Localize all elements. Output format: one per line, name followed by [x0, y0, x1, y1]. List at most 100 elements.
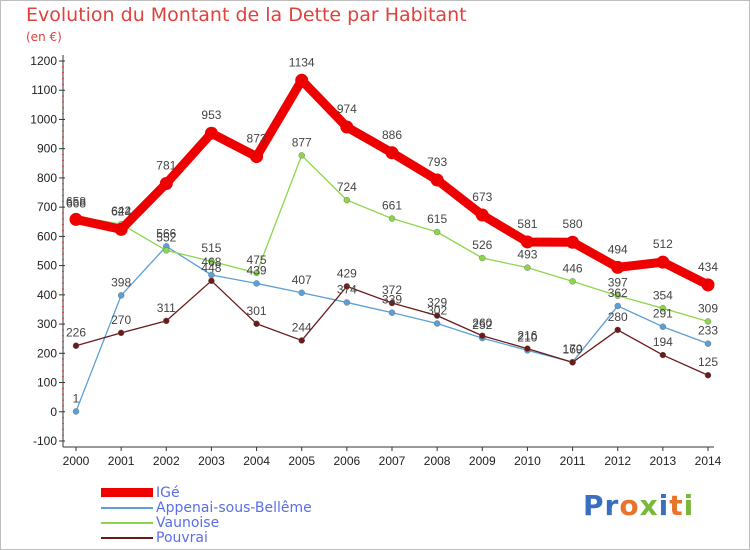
x-tick-label: 2000	[63, 454, 90, 468]
data-label: 397	[608, 276, 628, 290]
data-label: 1134	[289, 55, 315, 69]
data-label: 374	[337, 282, 357, 296]
legend-label: Appenai-sous-Bellême	[156, 499, 312, 516]
data-label: 169	[563, 342, 583, 356]
data-label: 309	[698, 301, 718, 315]
legend-swatch	[101, 488, 153, 497]
series-point-2	[388, 215, 396, 222]
data-label: 429	[337, 266, 357, 280]
series-point-0	[114, 222, 128, 236]
x-tick-label: 2005	[288, 454, 315, 468]
y-tick-label: 400	[37, 288, 57, 302]
series-point-0	[69, 212, 83, 226]
x-tick-label: 2008	[424, 454, 451, 468]
series-point-2	[163, 247, 170, 254]
data-label: 446	[563, 261, 583, 275]
series-point-3	[343, 283, 351, 290]
legend-swatch	[101, 521, 153, 524]
series-point-2	[343, 196, 351, 204]
x-tick-label: 2002	[153, 454, 180, 468]
x-tick-label: 2012	[604, 454, 631, 468]
data-label: 291	[653, 307, 673, 321]
series-point-1	[388, 309, 396, 316]
y-tick-label: 1000	[30, 112, 57, 126]
data-label: 642	[111, 204, 131, 218]
x-tick-label: 2010	[514, 454, 541, 468]
series-point-2	[704, 318, 712, 325]
series-point-3	[253, 320, 260, 327]
data-label: 270	[111, 313, 131, 327]
legend-swatch	[101, 536, 153, 539]
data-label: 439	[247, 263, 267, 277]
data-label: 793	[427, 155, 447, 169]
series-point-0	[520, 235, 534, 249]
data-label: 125	[698, 355, 718, 369]
data-label: 244	[292, 320, 312, 334]
data-label: 260	[472, 316, 492, 330]
series-point-2	[524, 264, 531, 271]
data-label: 398	[111, 275, 131, 289]
series-point-2	[433, 228, 441, 236]
data-label: 781	[156, 158, 176, 172]
data-label: 512	[653, 237, 673, 251]
chart-title: Evolution du Montant de la Dette par Hab…	[26, 4, 467, 26]
chart-subtitle: (en €)	[26, 30, 62, 44]
series-point-0	[385, 146, 399, 160]
x-tick-label: 2014	[695, 454, 722, 468]
series-point-3	[569, 359, 576, 366]
data-label: 194	[653, 335, 673, 349]
data-label: 494	[608, 242, 628, 256]
x-tick-label: 2001	[108, 454, 135, 468]
series-point-2	[208, 258, 215, 265]
legend-item: Appenai-sous-Bellême	[101, 499, 312, 516]
series-point-2	[614, 292, 621, 299]
series-point-1	[117, 292, 125, 299]
data-label: 877	[292, 135, 312, 149]
legend-label: IGé	[156, 484, 180, 501]
series-point-3	[704, 372, 712, 379]
data-label: 493	[517, 248, 537, 262]
series-point-0	[159, 176, 173, 190]
series-point-0	[611, 260, 625, 274]
x-tick-label: 2009	[469, 454, 496, 468]
data-label: 580	[563, 217, 583, 231]
series-point-0	[250, 150, 264, 164]
series-point-1	[298, 289, 305, 296]
data-label: 407	[292, 273, 312, 287]
data-label: 170	[563, 342, 583, 356]
series-point-0	[701, 278, 715, 292]
data-label: 724	[337, 180, 357, 194]
data-label: 658	[66, 194, 86, 208]
data-label: 673	[472, 190, 492, 204]
data-label: 475	[247, 253, 267, 267]
logo-letter: i	[683, 489, 695, 522]
data-label: 1	[73, 391, 80, 405]
series-point-0	[475, 208, 489, 222]
series-point-0	[340, 120, 354, 134]
series-point-3	[208, 277, 215, 285]
x-tick-label: 2006	[334, 454, 361, 468]
data-label: 301	[247, 304, 267, 318]
data-label: 362	[608, 286, 628, 300]
y-tick-label: 0	[50, 405, 57, 419]
proxiti-logo: Proxiti	[583, 489, 694, 522]
data-label: 526	[472, 238, 492, 252]
x-tick-label: 2004	[243, 454, 270, 468]
y-tick-label: 1100	[31, 83, 57, 97]
y-tick-label: 1200	[30, 54, 57, 68]
data-label: 329	[427, 296, 447, 310]
data-label: 974	[337, 102, 357, 116]
series-point-1	[253, 280, 260, 287]
data-label: 226	[66, 326, 86, 340]
data-label: 372	[382, 283, 402, 297]
legend-swatch	[101, 506, 153, 509]
chart-axes: -100 0 100 200 300 400 500 600 700 800 900 1000 1100…	[30, 54, 721, 468]
legend-label: Pouvrai	[156, 529, 208, 546]
chart-legend: IGé Appenai-sous-Bellême Vaunoise Pouvrai	[101, 484, 312, 546]
series-point-3	[479, 332, 486, 339]
series-point-0	[430, 173, 444, 187]
legend-label: Vaunoise	[156, 514, 220, 531]
data-label: 311	[157, 301, 176, 315]
data-label: 339	[382, 293, 402, 307]
